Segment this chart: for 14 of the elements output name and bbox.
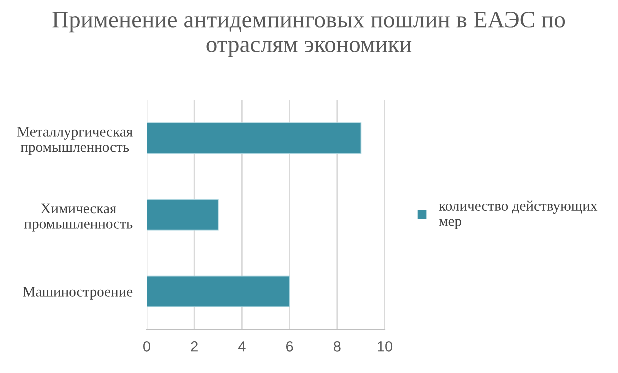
- legend-label: количество действующих мер: [439, 200, 598, 230]
- x-tick-label: 0: [144, 341, 150, 352]
- bar: [147, 199, 219, 231]
- bar: [147, 122, 362, 154]
- x-tick-label: 6: [286, 341, 294, 352]
- x-tick-label: 2: [191, 341, 198, 352]
- x-tick-label: 4: [238, 342, 246, 352]
- y-tick-label: Металлургическая промышленность: [18, 127, 133, 156]
- y-tick-label: Химическая промышленность: [24, 204, 133, 232]
- x-tick-label: 8: [334, 341, 341, 352]
- y-tick-label: Машиностроение: [23, 287, 133, 300]
- chart-title: Применение антидемпинговых пошлин в ЕАЭС по отраслям экономики: [52, 12, 566, 58]
- bar: [147, 276, 290, 308]
- x-tick-label: 10: [378, 341, 393, 352]
